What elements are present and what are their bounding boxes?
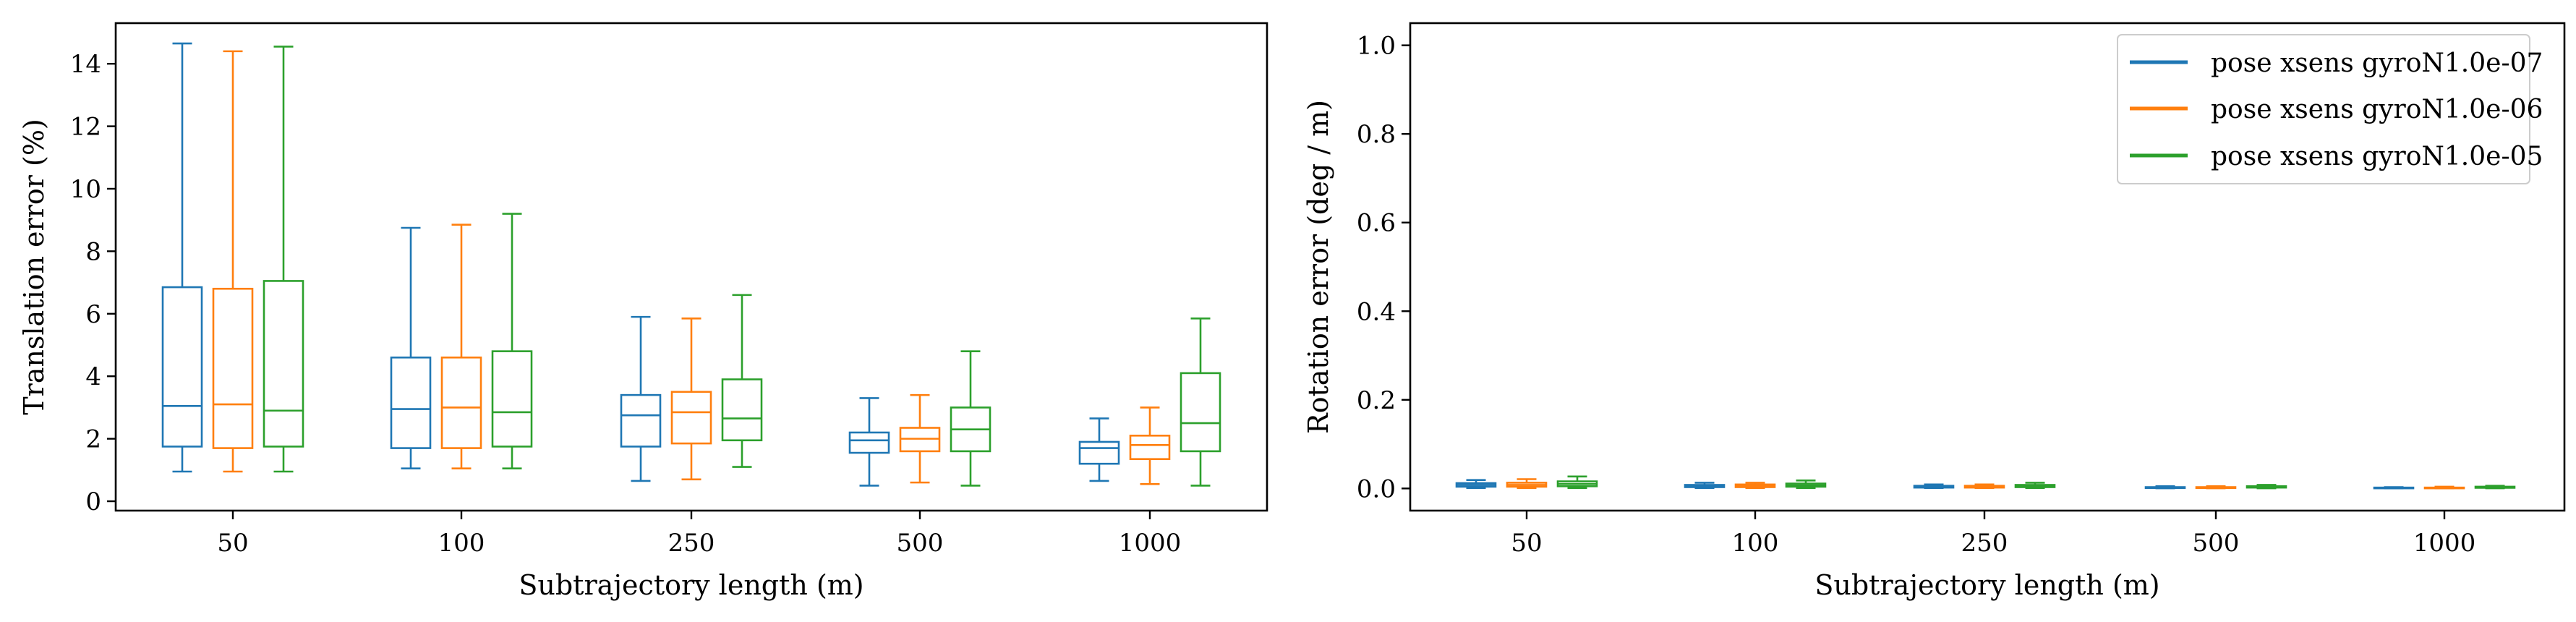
translation-box-s2-g2 xyxy=(721,294,763,468)
translation-x-tick-label-3: 500 xyxy=(897,529,944,558)
translation-box-s2-g1 xyxy=(491,350,533,448)
translation-box-s0-g3 xyxy=(848,431,890,454)
translation-box-s2-g0 xyxy=(263,280,304,448)
translation-box-s0-g2 xyxy=(620,315,662,482)
rotation-x-axis-label: Subtrajectory length (m) xyxy=(1814,569,2159,601)
translation-box-s2-g1 xyxy=(491,213,533,469)
translation-box-s1-g3 xyxy=(899,393,941,484)
rotation-box-s0-g3 xyxy=(2144,485,2186,490)
translation-box-s0-g3 xyxy=(848,397,890,487)
translation-y-tick-label-1: 2 xyxy=(85,425,101,454)
translation-box-s1-g0 xyxy=(212,287,254,449)
rotation-box-s0-g4 xyxy=(2373,486,2415,490)
translation-box-s0-g4 xyxy=(1078,417,1120,482)
translation-box-s1-g2 xyxy=(670,391,712,445)
translation-box-s1-g4 xyxy=(1129,435,1171,461)
rotation-box-s1-g1 xyxy=(1734,482,1776,490)
rotation-box-s1-g3 xyxy=(2195,485,2237,490)
rotation-y-tick-label-1: 0.2 xyxy=(1357,386,1396,415)
translation-box-group xyxy=(161,42,1221,487)
translation-y-tick-label-0: 0 xyxy=(85,487,101,516)
translation-box-s2-g0 xyxy=(263,46,304,473)
rotation-box-group xyxy=(1455,475,2516,490)
translation-box-s0-g0 xyxy=(161,42,203,473)
translation-box-s2-g4 xyxy=(1180,372,1221,453)
rotation-x-tick-label-4: 1000 xyxy=(2413,529,2476,558)
rotation-x-tick-label-0: 50 xyxy=(1511,529,1542,558)
translation-x-tick-label-0: 50 xyxy=(217,529,248,558)
translation-error-panel: 0 2 4 6 8 10 12 14 50 100 250 500 1000 Subtrajectory… xyxy=(18,22,1268,601)
translation-x-tick-label-4: 1000 xyxy=(1119,529,1182,558)
rotation-box-s0-g1 xyxy=(1684,482,1726,490)
rotation-box-s0-g2 xyxy=(1913,483,1955,490)
legend-entry-gyro-1e-06: pose xsens gyroN1.0e-06 xyxy=(2130,95,2543,124)
rotation-axes: 0.0 0.2 0.4 0.6 0.8 1.0 50 100 250 500 1000 xyxy=(1357,32,2475,558)
legend-label-gyro-1e-05: pose xsens gyroN1.0e-05 xyxy=(2211,142,2543,171)
translation-box-s2-g3 xyxy=(950,350,991,487)
translation-box-s1-g0 xyxy=(212,50,254,473)
rotation-box-s0-g0 xyxy=(1455,479,1497,490)
translation-y-tick-label-5: 10 xyxy=(70,175,101,204)
rotation-y-tick-label-4: 0.8 xyxy=(1357,120,1396,149)
legend-label-gyro-1e-06: pose xsens gyroN1.0e-06 xyxy=(2211,95,2543,124)
rotation-box-s1-g0 xyxy=(1506,478,1548,490)
legend-entry-gyro-1e-05: pose xsens gyroN1.0e-05 xyxy=(2130,142,2543,171)
translation-box-s1-g4 xyxy=(1129,406,1171,485)
translation-box-s0-g1 xyxy=(390,356,432,449)
translation-box-s1-g1 xyxy=(440,223,482,469)
rotation-box-s1-g4 xyxy=(2423,485,2465,490)
rotation-x-tick-label-3: 500 xyxy=(2193,529,2240,558)
translation-box-s0-g0 xyxy=(161,286,203,448)
translation-box-s0-g2 xyxy=(620,393,662,448)
rotation-y-tick-label-3: 0.6 xyxy=(1357,209,1396,238)
legend-label-gyro-1e-07: pose xsens gyroN1.0e-07 xyxy=(2211,48,2543,78)
translation-x-tick-label-2: 250 xyxy=(668,529,715,558)
translation-y-tick-label-4: 8 xyxy=(85,237,101,266)
translation-x-axis-label: Subtrajectory length (m) xyxy=(519,569,863,601)
legend: pose xsens gyroN1.0e-07 pose xsens gyroN… xyxy=(2117,34,2543,184)
rotation-y-tick-label-5: 1.0 xyxy=(1357,32,1396,61)
translation-y-tick-label-3: 6 xyxy=(85,300,101,329)
rotation-x-tick-label-1: 100 xyxy=(1732,529,1779,558)
legend-entry-gyro-1e-07: pose xsens gyroN1.0e-07 xyxy=(2130,48,2543,78)
translation-y-tick-label-6: 12 xyxy=(70,113,101,142)
rotation-y-tick-label-2: 0.4 xyxy=(1357,297,1396,326)
rotation-plot-frame xyxy=(1409,22,2566,512)
translation-y-tick-label-2: 4 xyxy=(85,362,101,391)
translation-x-tick-label-1: 100 xyxy=(438,529,485,558)
rotation-box-s2-g0 xyxy=(1556,475,1598,490)
rotation-y-tick-label-0: 0.0 xyxy=(1357,474,1396,503)
rotation-box-s2-g4 xyxy=(2474,485,2516,490)
rotation-box-s2-g2 xyxy=(2014,482,2056,490)
translation-box-s1-g2 xyxy=(670,317,712,481)
translation-axes: 0 2 4 6 8 10 12 14 50 100 250 500 1000 xyxy=(70,50,1182,558)
rotation-y-axis-label: Rotation error (deg / m) xyxy=(1302,100,1334,434)
rotation-error-panel: 0.0 0.2 0.4 0.6 0.8 1.0 50 100 250 500 1000 Subtra… xyxy=(1302,22,2566,601)
translation-box-s0-g1 xyxy=(390,226,432,469)
legend-frame xyxy=(2117,34,2530,184)
rotation-box-s2-g1 xyxy=(1785,480,1827,490)
translation-y-axis-label: Translation error (%) xyxy=(18,119,50,415)
translation-box-s2-g4 xyxy=(1180,317,1221,487)
translation-box-s2-g2 xyxy=(721,378,763,442)
translation-box-s0-g4 xyxy=(1078,440,1120,465)
translation-box-s1-g1 xyxy=(440,356,482,449)
rotation-x-tick-label-2: 250 xyxy=(1961,529,2008,558)
rotation-box-s1-g2 xyxy=(1963,483,2005,490)
rotation-box-s2-g3 xyxy=(2246,484,2287,490)
translation-y-tick-label-7: 14 xyxy=(70,50,101,79)
